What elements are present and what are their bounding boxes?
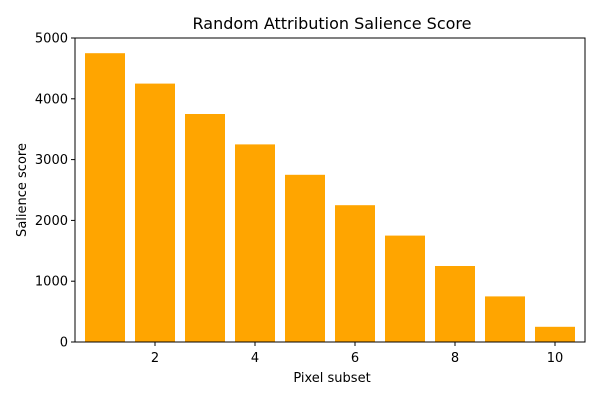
bar-4: [235, 144, 275, 342]
y-axis-ticks: 0 1000 2000 3000 4000 5000: [35, 32, 75, 351]
bar-7: [385, 235, 425, 342]
y-tick-label: 0: [60, 336, 68, 351]
bar-2: [135, 83, 175, 342]
x-tick-label: 2: [151, 351, 159, 366]
y-tick-label: 4000: [35, 92, 68, 107]
chart-title: Random Attribution Salience Score: [193, 14, 472, 33]
bars-group: [85, 53, 575, 342]
plot-frame: [74, 37, 586, 343]
bar-6: [335, 205, 375, 342]
x-tick-label: 10: [547, 351, 564, 366]
x-axis-ticks: 2 4 6 8 10: [151, 342, 563, 366]
x-tick-label: 4: [251, 351, 259, 366]
bar-9: [485, 296, 525, 342]
x-tick-label: 6: [351, 351, 359, 366]
y-tick-label: 1000: [35, 275, 68, 290]
x-axis-label: Pixel subset: [293, 371, 370, 386]
y-tick-label: 3000: [35, 153, 68, 168]
x-tick-label: 8: [451, 351, 459, 366]
bar-5: [285, 174, 325, 342]
bar-3: [185, 114, 225, 342]
bar-8: [435, 266, 475, 342]
bar-10: [535, 326, 575, 342]
y-tick-label: 5000: [35, 32, 68, 47]
y-tick-label: 2000: [35, 214, 68, 229]
bar-1: [85, 53, 125, 342]
y-axis-label: Salience score: [15, 143, 30, 237]
